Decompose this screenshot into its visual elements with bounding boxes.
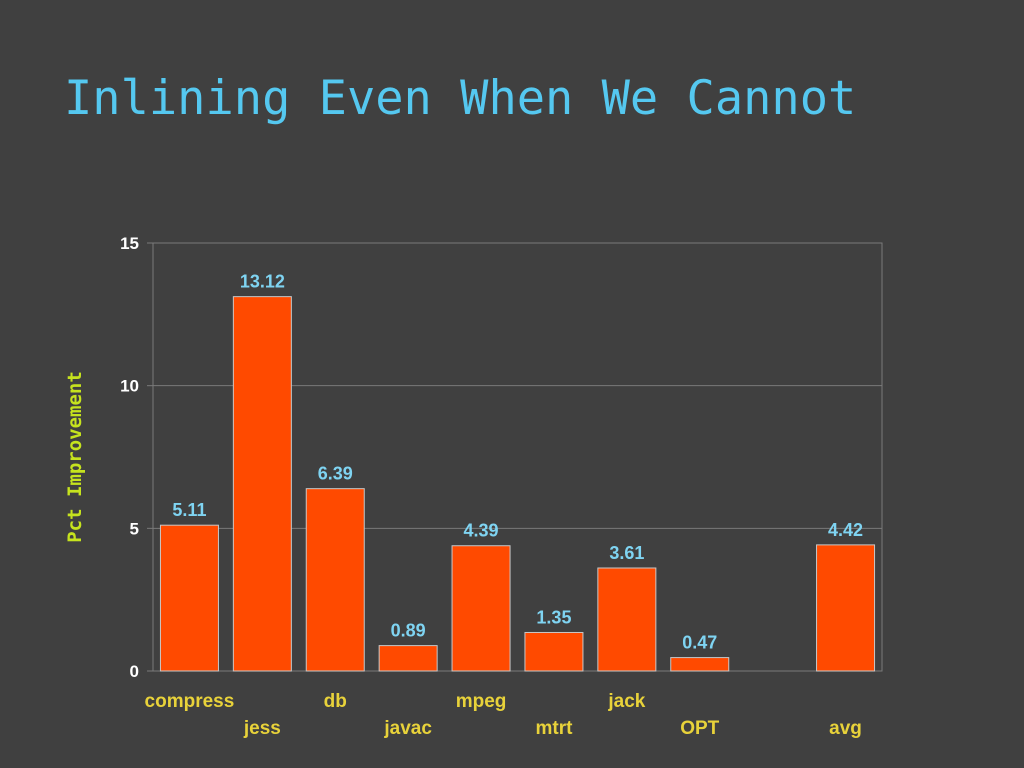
category-label-mpeg: mpeg (456, 691, 507, 712)
value-label-avg: 4.42 (828, 520, 863, 540)
bar-jess (232, 296, 292, 672)
y-tick-label: 0 (130, 662, 139, 681)
y-tick-label: 5 (130, 519, 139, 538)
value-label-jack: 3.61 (609, 543, 644, 563)
value-label-mtrt: 1.35 (536, 607, 571, 627)
value-label-compress: 5.11 (172, 500, 206, 520)
category-label-mtrt: mtrt (535, 718, 573, 739)
category-label-javac: javac (383, 718, 432, 739)
bar-jack (597, 567, 657, 672)
value-label-javac: 0.89 (391, 621, 426, 641)
value-labels: 5.11 13.12 6.39 0.89 4.39 1.35 3.61 0.47 4.42 (172, 272, 863, 653)
y-tick-label: 10 (120, 377, 139, 396)
bar-javac (378, 645, 438, 672)
value-label-db: 6.39 (318, 464, 353, 484)
y-axis-label: Pct Improvement (64, 371, 86, 543)
value-label-OPT: 0.47 (682, 633, 717, 653)
slide-title: Inlining Even When We Cannot (64, 71, 857, 126)
bar-db (305, 488, 365, 672)
y-tick-labels: 0 5 10 15 (120, 234, 139, 681)
bar-OPT (670, 657, 730, 672)
bar-compress (159, 524, 219, 672)
bar-mtrt (524, 631, 584, 672)
value-label-mpeg: 4.39 (464, 521, 499, 541)
value-label-jess: 13.12 (240, 272, 285, 292)
bars (159, 296, 876, 672)
bar-mpeg (451, 545, 511, 672)
category-label-db: db (324, 691, 347, 712)
category-label-avg: avg (829, 718, 862, 739)
category-label-jess: jess (243, 718, 281, 739)
category-label-compress: compress (145, 691, 235, 712)
y-tick-label: 15 (120, 234, 139, 253)
category-labels: compress jess db javac mpeg mtrt jack OPT avg (145, 691, 862, 739)
category-label-jack: jack (607, 691, 645, 712)
category-label-OPT: OPT (680, 718, 719, 739)
bar-avg (816, 544, 876, 672)
